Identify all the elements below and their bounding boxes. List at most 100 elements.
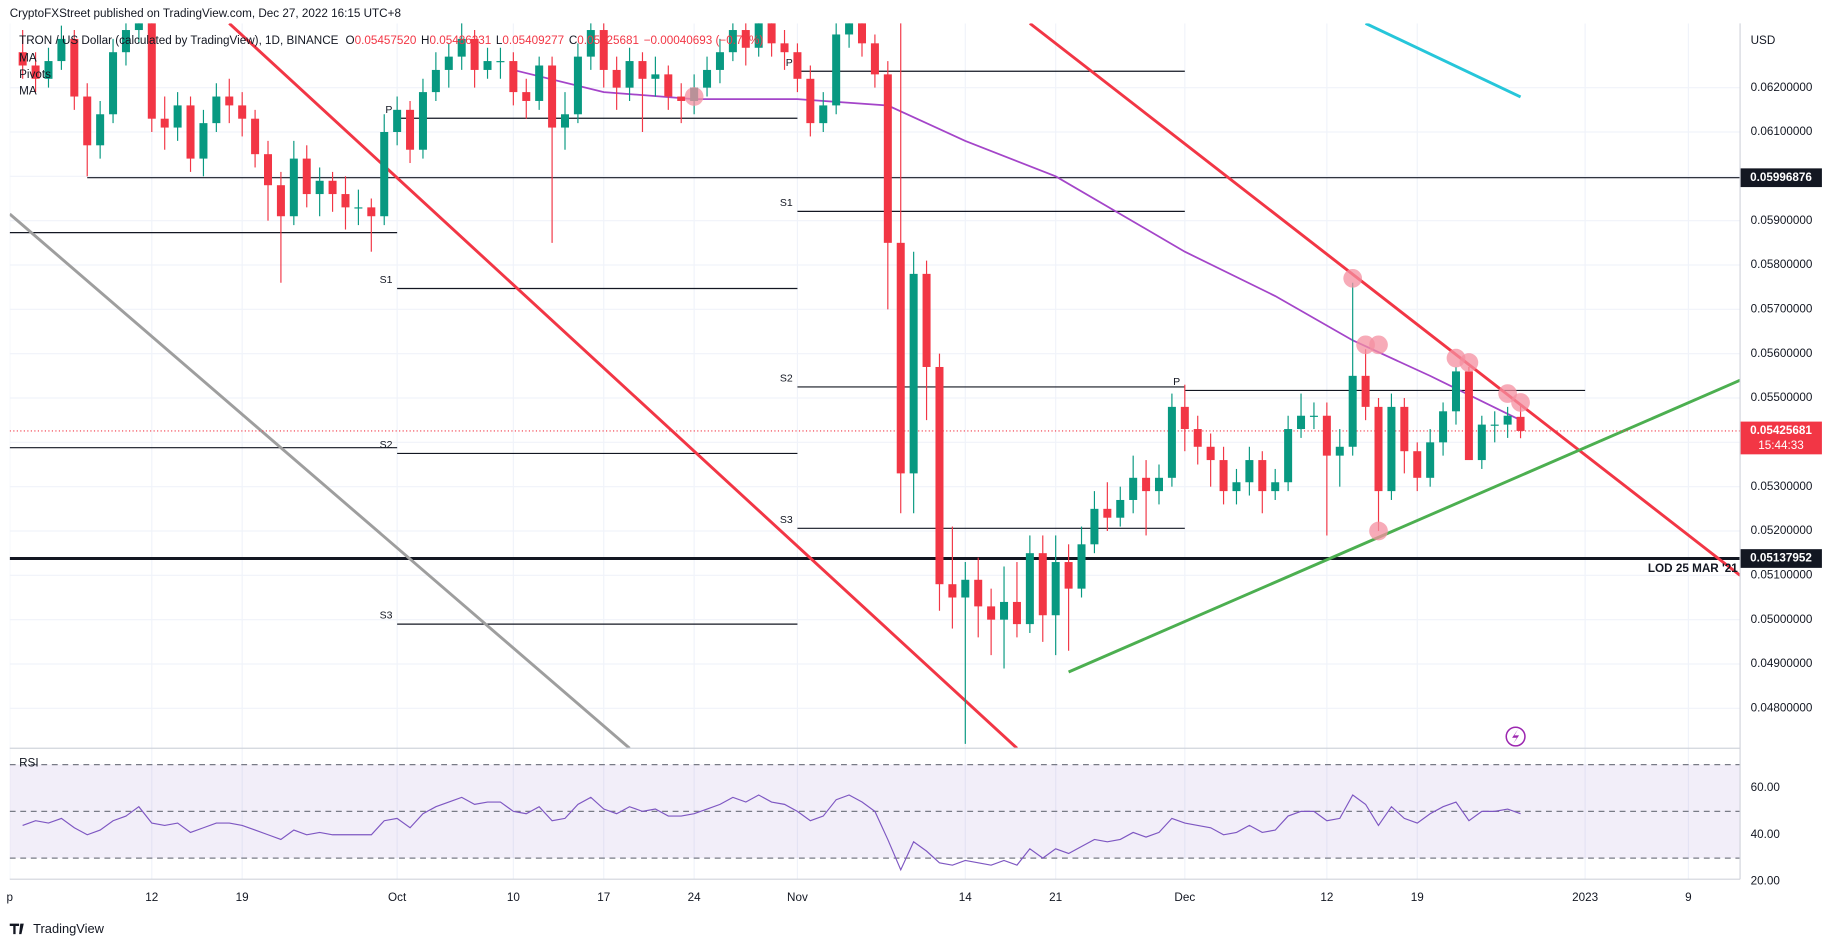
candle-body [1322, 415, 1331, 456]
candle-body [1116, 499, 1125, 518]
candle-body [431, 69, 440, 93]
price-label-box [1740, 168, 1822, 188]
rsi-line [22, 794, 1521, 872]
level-note: LOD 25 MAR '21 [1648, 562, 1738, 575]
candle-body [741, 30, 750, 48]
candle-body [560, 114, 570, 128]
candle-body [1400, 406, 1409, 452]
trendline [1028, 23, 1741, 577]
rsi-tick-label: 20.00 [1751, 875, 1781, 888]
candle-body [1051, 562, 1060, 616]
candle-body [806, 78, 815, 124]
candle-body [1090, 508, 1099, 545]
candle-body [1387, 406, 1396, 492]
candle-body [173, 105, 182, 128]
candle-body [341, 194, 350, 208]
ohlc-value: 0.05425681 [577, 34, 639, 47]
candle-body [289, 158, 298, 217]
touch-point [1343, 268, 1363, 288]
y-tick-label: 0.05700000 [1751, 302, 1813, 315]
candle-body [599, 30, 608, 70]
ohlc-letter: C [569, 34, 577, 47]
footer: TradingView [33, 921, 104, 936]
candle-body [186, 105, 195, 159]
symbol: TRON / US Dollar (calculated by TradingV… [19, 34, 339, 47]
x-tick-label: Oct [388, 891, 407, 904]
candle-body [496, 61, 505, 63]
candle-body [70, 38, 79, 97]
candle-body [44, 61, 53, 79]
candle-body [922, 273, 931, 367]
trendline [1364, 23, 1522, 99]
candle-body [1516, 416, 1525, 431]
candle-body [703, 69, 712, 88]
ohlc-value: 0.05457520 [355, 34, 417, 47]
candle-body [1361, 375, 1370, 407]
candle-body [367, 207, 376, 217]
candle-body [147, 23, 156, 119]
candle-body [1077, 544, 1086, 589]
candle-body [1103, 508, 1112, 518]
candle-body [1142, 477, 1151, 492]
candle-body [1335, 446, 1344, 456]
candle-body [573, 56, 582, 115]
y-tick-label: 0.04800000 [1751, 701, 1813, 714]
ohlc-letter: L [496, 34, 503, 47]
candle-body [1413, 451, 1422, 478]
logo [9, 923, 24, 935]
candle-body [1245, 460, 1254, 483]
candle-body [1232, 482, 1241, 492]
candle-body [315, 180, 324, 195]
candle-body [548, 65, 557, 128]
candle-body [328, 180, 337, 195]
touch-point [1511, 393, 1530, 412]
candle-body [1258, 460, 1267, 492]
candle-body [1439, 411, 1448, 443]
price-label: 0.05425681 [1750, 424, 1812, 437]
pivot-label: S1 [380, 274, 393, 286]
candle-body [251, 118, 260, 155]
candle-body [651, 74, 660, 79]
candle-body [1348, 375, 1357, 447]
candle-body [896, 242, 905, 474]
candle-body [1000, 601, 1009, 620]
x-tick-label: 21 [1049, 891, 1062, 904]
indicator-label: Pivots [19, 68, 51, 81]
candle-body [380, 132, 389, 217]
candle-body [470, 38, 479, 70]
candle-body [832, 34, 841, 106]
price-label-box [1740, 421, 1822, 455]
candle-body [987, 606, 996, 620]
countdown: 15:44:33 [1758, 439, 1803, 452]
candle-body [18, 52, 27, 66]
y-tick-label: 0.05100000 [1751, 568, 1813, 581]
touch-point [1369, 521, 1388, 541]
pivot-label: S3 [780, 514, 793, 526]
pivot-label: P [385, 104, 392, 116]
candle-body [1284, 429, 1293, 483]
candle-body [883, 74, 892, 243]
candle-body [767, 23, 776, 44]
y-tick-label: 0.05000000 [1751, 613, 1813, 626]
price-pane: P S1 S2 S3 P S1 S2 S3 P [9, 23, 1741, 749]
candle-body [31, 65, 40, 79]
candle-body [1012, 601, 1021, 625]
candle-body [1374, 406, 1383, 492]
y-tick-label: 0.05300000 [1751, 480, 1813, 493]
candle-body [677, 96, 686, 101]
candle-body [121, 30, 130, 53]
x-tick-label: 19 [1411, 891, 1424, 904]
candle-body [509, 61, 518, 93]
candle-body [1490, 424, 1499, 426]
y-tick-label: 0.05900000 [1751, 214, 1813, 227]
legend-header: TRON / US Dollar (calculated by TradingV… [19, 34, 763, 47]
candle-body [225, 96, 234, 106]
candle-body [457, 38, 466, 57]
candle-body [418, 92, 427, 150]
candle-body [535, 65, 544, 101]
touch-point [1356, 335, 1375, 355]
candle-body [238, 105, 247, 119]
x-tick-label: 17 [597, 891, 610, 904]
ohlc-letter: H [421, 34, 429, 47]
candle-body [625, 61, 634, 88]
